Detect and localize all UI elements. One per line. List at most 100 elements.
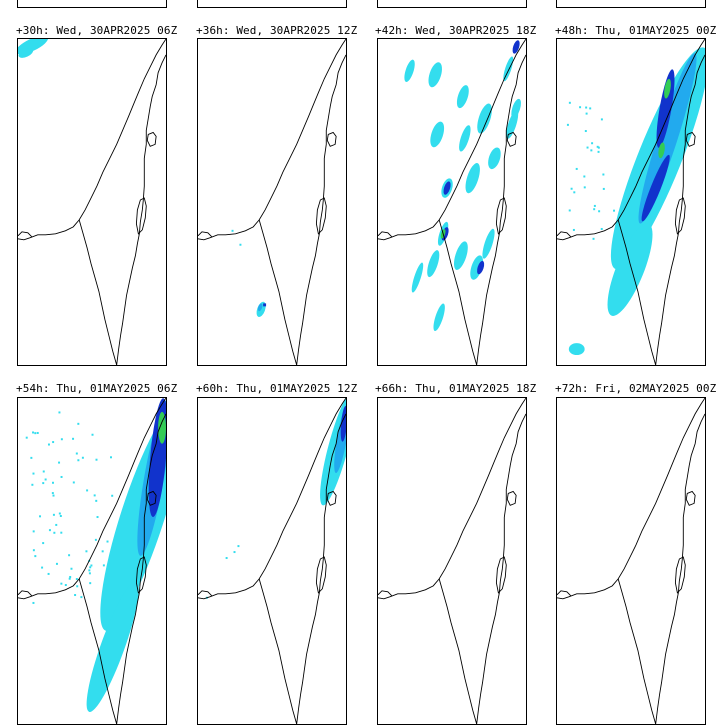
coastline xyxy=(557,398,705,600)
precip-speckle xyxy=(88,569,91,572)
precip-speckle xyxy=(69,575,72,578)
forecast-map-2 xyxy=(197,38,347,366)
coastline xyxy=(18,398,166,600)
precip-speckle xyxy=(597,146,600,149)
precip-speckle xyxy=(85,550,88,553)
eastern-border xyxy=(655,54,705,365)
eastern-border xyxy=(116,54,166,365)
precip-speckle xyxy=(600,118,603,121)
gaza-coast xyxy=(198,231,213,238)
precip-speckle xyxy=(52,513,55,516)
precip-speckle xyxy=(32,472,35,475)
precip-band xyxy=(511,98,521,119)
precip-speckle xyxy=(89,582,92,585)
precip-speckle xyxy=(583,186,586,189)
precip-speckle xyxy=(42,482,45,485)
coastline xyxy=(18,39,166,241)
panel-title-8: +72h: Fri, 02MAY2025 00Z xyxy=(555,382,717,395)
gaza-coast xyxy=(557,590,572,597)
precip-band xyxy=(428,62,442,88)
precip-band xyxy=(453,241,468,270)
precip-band xyxy=(465,163,480,194)
precip-band xyxy=(430,121,445,148)
precip-speckle xyxy=(593,208,596,211)
precip-speckle xyxy=(95,499,98,502)
precip-band xyxy=(503,56,514,82)
precip-speckle xyxy=(585,106,588,109)
panel-title-7: +66h: Thu, 01MAY2025 18Z xyxy=(375,382,537,395)
previous-row-strip-1 xyxy=(17,0,167,8)
map-svg-4 xyxy=(557,39,705,365)
gaza-coast xyxy=(557,231,572,238)
precip-speckle xyxy=(596,145,599,148)
sinai-border xyxy=(78,578,118,724)
precip-speckle xyxy=(91,433,94,436)
forecast-map-8 xyxy=(556,397,706,725)
precip-speckle xyxy=(90,564,93,567)
precip-speckle xyxy=(60,582,63,585)
precip-speckle xyxy=(96,516,99,519)
precip-speckle xyxy=(32,601,35,604)
precip-speckle xyxy=(34,555,37,558)
precip-speckle xyxy=(55,523,58,526)
map-svg-8 xyxy=(557,398,705,724)
precip-speckle xyxy=(579,106,582,109)
precip-speckle xyxy=(48,529,51,532)
precip-speckle xyxy=(566,123,569,126)
gaza-coast xyxy=(18,590,33,597)
precip-speckle xyxy=(597,150,600,153)
precip-speckle xyxy=(58,411,61,414)
precip-speckle xyxy=(586,146,589,149)
precip-speckle xyxy=(589,107,592,110)
coastline xyxy=(557,39,705,241)
gaza-coast xyxy=(18,231,33,238)
precip-band xyxy=(86,580,139,712)
precip-speckle xyxy=(25,436,28,439)
precip-speckle xyxy=(70,567,73,570)
map-svg-2 xyxy=(198,39,346,365)
map-svg-5 xyxy=(18,398,166,724)
precip-core xyxy=(641,154,670,222)
precip-band xyxy=(404,59,415,82)
map-svg-1 xyxy=(18,39,166,365)
coastline xyxy=(378,398,526,600)
precip-speckle xyxy=(575,167,578,170)
sea-of-galilee xyxy=(506,490,517,506)
sinai-border xyxy=(617,219,657,365)
forecast-map-7 xyxy=(377,397,527,725)
previous-row-strip-2 xyxy=(197,0,347,8)
precip-core xyxy=(658,142,665,159)
precip-speckle xyxy=(584,130,587,133)
dead-sea xyxy=(495,556,507,594)
precip-speckle xyxy=(592,237,595,240)
precip-speckle xyxy=(590,149,593,152)
panel-title-3: +42h: Wed, 30APR2025 18Z xyxy=(375,24,537,37)
precip-speckle xyxy=(568,101,571,104)
precip-band xyxy=(482,228,495,259)
map-svg-3 xyxy=(378,39,526,365)
dead-sea xyxy=(135,556,147,594)
precip-band xyxy=(488,147,501,170)
precip-speckle xyxy=(39,515,42,518)
precip-speckle xyxy=(568,209,571,212)
eastern-border xyxy=(476,413,526,724)
sea-of-galilee xyxy=(506,131,517,147)
precip-speckle xyxy=(72,481,75,484)
precip-area xyxy=(257,303,263,312)
precip-speckle xyxy=(89,566,92,569)
dead-sea xyxy=(135,197,147,235)
sea-of-galilee xyxy=(146,131,157,147)
precip-speckle xyxy=(53,531,56,534)
precip-speckle xyxy=(233,551,236,554)
eastern-border xyxy=(296,413,346,724)
precip-speckle xyxy=(77,459,80,462)
sinai-border xyxy=(258,578,298,724)
dead-sea xyxy=(495,197,507,235)
panel-title-2: +36h: Wed, 30APR2025 12Z xyxy=(196,24,358,37)
precip-speckle xyxy=(77,422,80,425)
precip-speckle xyxy=(106,540,109,543)
forecast-map-4 xyxy=(556,38,706,366)
precip-speckle xyxy=(239,243,242,246)
precip-speckle xyxy=(30,456,33,459)
precip-speckle xyxy=(42,470,45,473)
